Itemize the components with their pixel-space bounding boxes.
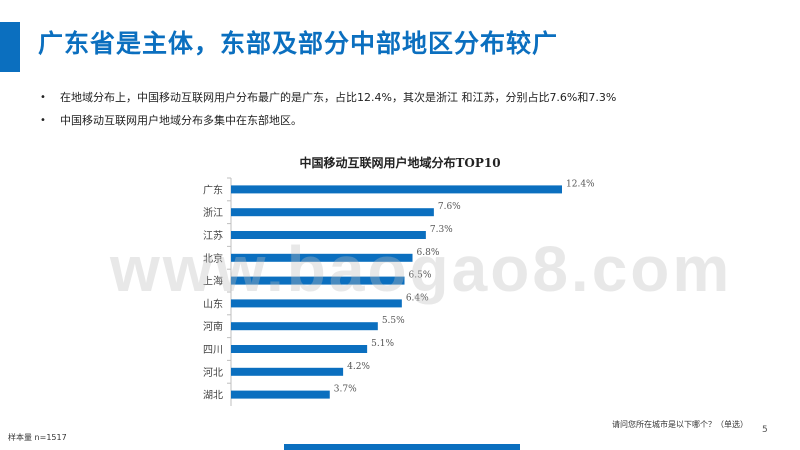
bar <box>231 322 378 331</box>
bar <box>231 299 402 308</box>
bar <box>231 345 368 353</box>
bar <box>231 185 562 194</box>
category-label: 四川 <box>203 345 223 356</box>
value-label: 3.7% <box>334 385 357 395</box>
bullet-text: 在地域分布上，中国移动互联网用户分布最广的是广东，占比12.4%，其次是浙江 和… <box>60 91 617 104</box>
title-accent-bar <box>0 22 20 72</box>
bullet-dot: • <box>40 115 46 126</box>
category-label: 上海 <box>203 275 223 288</box>
sample-size-note: 样本量 n=1517 <box>8 433 67 442</box>
category-label: 浙江 <box>203 207 223 219</box>
bottom-accent-bar <box>284 444 520 450</box>
bullet-list: • 在地域分布上，中国移动互联网用户分布最广的是广东，占比12.4%，其次是浙江… <box>38 86 616 132</box>
bar <box>231 390 330 399</box>
bullet-dot: • <box>40 92 46 103</box>
bullet-item: • 在地域分布上，中国移动互联网用户分布最广的是广东，占比12.4%，其次是浙江… <box>38 86 616 109</box>
bar <box>231 367 344 376</box>
value-label: 7.6% <box>438 202 461 212</box>
category-label: 河南 <box>203 320 223 333</box>
page-number: 5 <box>762 425 768 435</box>
category-label: 湖北 <box>203 390 223 402</box>
category-label: 广东 <box>203 183 223 196</box>
value-label: 6.8% <box>417 248 440 258</box>
category-label: 江苏 <box>203 229 223 242</box>
category-label: 北京 <box>203 252 223 265</box>
bullet-text: 中国移动互联网用户地域分布多集中在东部地区。 <box>60 114 302 127</box>
category-label: 河北 <box>203 367 223 379</box>
value-label: 6.5% <box>409 271 432 281</box>
bullet-item: • 中国移动互联网用户地域分布多集中在东部地区。 <box>38 109 616 132</box>
value-label: 7.3% <box>430 225 453 235</box>
bar <box>231 276 405 285</box>
value-label: 4.2% <box>347 362 370 372</box>
bar <box>231 253 413 262</box>
chart-title: 中国移动互联网用户地域分布TOP10 <box>299 156 501 170</box>
category-label: 山东 <box>203 297 223 310</box>
value-label: 12.4% <box>566 179 595 189</box>
bar <box>231 208 434 217</box>
value-label: 5.1% <box>371 339 394 349</box>
value-label: 6.4% <box>406 293 429 303</box>
slide-title: 广东省是主体，东部及部分中部地区分布较广 <box>38 29 559 58</box>
survey-question-note: 请问您所在城市是以下哪个？（单选） <box>612 420 748 429</box>
value-label: 5.5% <box>382 316 405 326</box>
bar <box>231 231 426 239</box>
